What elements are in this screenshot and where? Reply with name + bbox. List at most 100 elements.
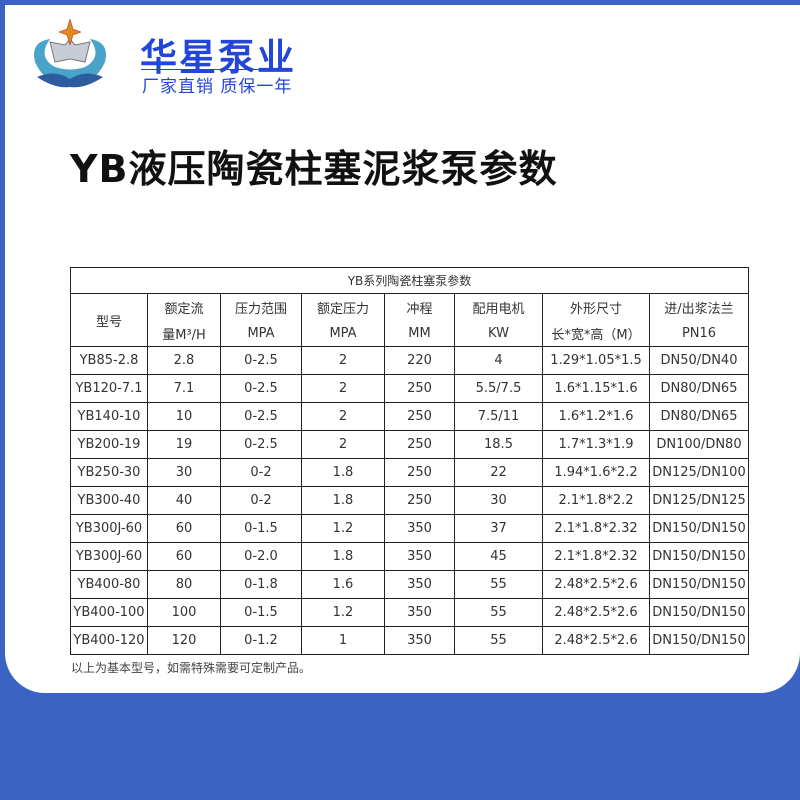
table-cell: 55: [454, 570, 543, 599]
table-cell: 22: [454, 458, 543, 487]
table-cell: 0-2.0: [220, 542, 302, 571]
table-cell: YB300-40: [70, 486, 148, 515]
table-cell: 2: [301, 430, 385, 459]
table-cell: 0-2: [220, 486, 302, 515]
header-cell: 冲程: [384, 293, 455, 320]
table-cell: 2.1*1.8*2.2: [542, 486, 650, 515]
table-cell: 350: [384, 598, 455, 627]
table-cell: 1.8: [301, 486, 385, 515]
table-cell: 2: [301, 374, 385, 403]
header-row: 型号 额定流 压力范围 额定压力 冲程 配用电机 外形尺寸 进/出浆法兰: [70, 293, 749, 347]
table-cell: 0-2: [220, 458, 302, 487]
table-cell: 2.1*1.8*2.32: [542, 542, 650, 571]
table-cell: 0-1.5: [220, 514, 302, 543]
table-row: YB300-40 40 0-2 1.8 250 30 2.1*1.8*2.2 DN125/DN…: [70, 486, 749, 515]
header-cell: 额定压力: [301, 293, 385, 320]
table-cell: 120: [147, 626, 221, 655]
table-cell: 18.5: [454, 430, 543, 459]
table-cell: 1.6: [301, 570, 385, 599]
header-cell: 配用电机: [454, 293, 543, 320]
table-cell: DN150/DN150: [649, 626, 749, 655]
table-cell: 1.7*1.3*1.9: [542, 430, 650, 459]
table-row: YB140-10 10 0-2.5 2 250 7.5/11 1.6*1.2*1.6 DN80…: [70, 402, 749, 431]
table-cell: 2.48*2.5*2.6: [542, 626, 650, 655]
header-cell: MPA: [220, 320, 302, 347]
table-cell: YB400-120: [70, 626, 148, 655]
header-cell: PN16: [649, 320, 749, 347]
brand-divider: [141, 69, 289, 70]
table-cell: 250: [384, 458, 455, 487]
table-cell: 0-1.2: [220, 626, 302, 655]
table-cell: 250: [384, 486, 455, 515]
table-row: YB250-30 30 0-2 1.8 250 22 1.94*1.6*2.2 DN125/D…: [70, 458, 749, 487]
table-cell: DN150/DN150: [649, 598, 749, 627]
table-cell: 100: [147, 598, 221, 627]
table-cell: YB140-10: [70, 402, 148, 431]
table-caption: YB系列陶瓷柱塞泵参数: [70, 267, 749, 294]
table-cell: 30: [454, 486, 543, 515]
table-cell: YB300J-60: [70, 542, 148, 571]
table-cell: 350: [384, 542, 455, 571]
table-cell: 1.2: [301, 598, 385, 627]
table-cell: YB300J-60: [70, 514, 148, 543]
table-cell: YB120-7.1: [70, 374, 148, 403]
table-cell: 0-1.5: [220, 598, 302, 627]
header-row: 量M³/H MPA MPA MM KW 长*宽*高（M） PN16: [71, 320, 749, 347]
table-cell: 1.6*1.2*1.6: [542, 402, 650, 431]
table-cell: 350: [384, 514, 455, 543]
table-cell: 7.5/11: [454, 402, 543, 431]
table-cell: 45: [454, 542, 543, 571]
table-row: YB85-2.8 2.8 0-2.5 2 220 4 1.29*1.05*1.5 DN50/D…: [70, 346, 749, 375]
table-cell: 1.8: [301, 542, 385, 571]
table-cell: DN80/DN65: [649, 374, 749, 403]
table-cell: 80: [147, 570, 221, 599]
table-cell: YB85-2.8: [70, 346, 148, 375]
table-cell: 2.48*2.5*2.6: [542, 570, 650, 599]
header-cell: 压力范围: [220, 293, 302, 320]
table-cell: DN50/DN40: [649, 346, 749, 375]
table-row: YB400-100 100 0-1.5 1.2 350 55 2.48*2.5*2.6 DN1…: [70, 598, 749, 627]
table-cell: 0-2.5: [220, 374, 302, 403]
table-cell: 30: [147, 458, 221, 487]
brand-name: 华星泵业: [140, 36, 296, 79]
table-cell: 250: [384, 402, 455, 431]
table-row: YB400-120 120 0-1.2 1 350 55 2.48*2.5*2.6 DN150…: [70, 626, 749, 655]
table-cell: 0-2.5: [220, 402, 302, 431]
header-cell: KW: [454, 320, 543, 347]
table-cell: DN150/DN150: [649, 514, 749, 543]
table-cell: 1.2: [301, 514, 385, 543]
table-cell: YB400-80: [70, 570, 148, 599]
table-cell: 350: [384, 626, 455, 655]
table-cell: DN150/DN150: [649, 570, 749, 599]
table-row: YB300J-60 60 0-1.5 1.2 350 37 2.1*1.8*2.32 DN15…: [70, 514, 749, 543]
page-title: YB液压陶瓷柱塞泥浆泵参数: [70, 147, 558, 191]
company-logo-icon: [34, 18, 106, 88]
table-cell: DN150/DN150: [649, 542, 749, 571]
table-cell: DN100/DN80: [649, 430, 749, 459]
table-cell: 7.1: [147, 374, 221, 403]
table-cell: 4: [454, 346, 543, 375]
header-cell: MPA: [301, 320, 385, 347]
table-cell: 60: [147, 514, 221, 543]
table-row: YB200-19 19 0-2.5 2 250 18.5 1.7*1.3*1.9 DN100/…: [70, 430, 749, 459]
table-cell: DN80/DN65: [649, 402, 749, 431]
content-card: 华星泵业 厂家直销 质保一年 YB液压陶瓷柱塞泥浆泵参数 YB系列陶瓷柱塞泵参数…: [5, 5, 800, 693]
table-cell: 2: [301, 346, 385, 375]
table-cell: 1.94*1.6*2.2: [542, 458, 650, 487]
table-cell: 5.5/7.5: [454, 374, 543, 403]
table-cell: 55: [454, 598, 543, 627]
table-row: YB120-7.1 7.1 0-2.5 2 250 5.5/7.5 1.6*1.15*1.6…: [70, 374, 749, 403]
table-cell: DN125/DN100: [649, 458, 749, 487]
table-row: YB400-80 80 0-1.8 1.6 350 55 2.48*2.5*2.6 DN150…: [70, 570, 749, 599]
table-cell: 2.48*2.5*2.6: [542, 598, 650, 627]
table-cell: YB250-30: [70, 458, 148, 487]
header-cell: 型号: [70, 293, 148, 347]
table-cell: 10: [147, 402, 221, 431]
table-cell: 37: [454, 514, 543, 543]
table-cell: 1.6*1.15*1.6: [542, 374, 650, 403]
header-cell: 额定流: [147, 293, 221, 320]
table-cell: 19: [147, 430, 221, 459]
header-cell: 外形尺寸: [542, 293, 650, 320]
table-cell: YB200-19: [70, 430, 148, 459]
header-cell: 进/出浆法兰: [649, 293, 749, 320]
